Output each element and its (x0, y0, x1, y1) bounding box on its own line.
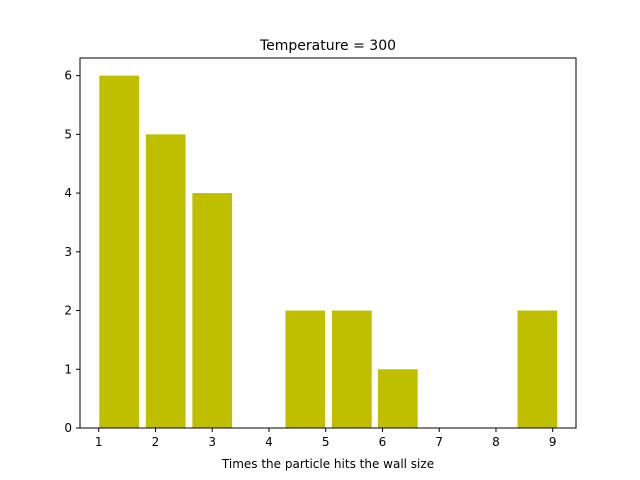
y-tick-label-2: 2 (64, 304, 72, 318)
x-tick-label-2: 2 (152, 435, 160, 449)
y-tick-label-6: 6 (64, 69, 72, 83)
bars (99, 75, 558, 428)
bar-4 (285, 310, 326, 428)
bar-5 (331, 310, 372, 428)
x-tick-label-7: 7 (435, 435, 443, 449)
chart-title: Temperature = 300 (259, 38, 396, 54)
x-tick-label-4: 4 (265, 435, 273, 449)
y-tick-label-3: 3 (64, 245, 72, 259)
bar-1 (99, 75, 140, 428)
x-tick-label-5: 5 (322, 435, 330, 449)
bar-3 (192, 193, 233, 428)
x-tick-label-3: 3 (208, 435, 216, 449)
y-tick-label-5: 5 (64, 127, 72, 141)
y-tick-label-1: 1 (64, 362, 72, 376)
x-tick-label-9: 9 (549, 435, 557, 449)
x-tick-label-1: 1 (95, 435, 103, 449)
plot-area-frame (79, 57, 577, 429)
x-tick-label-6: 6 (379, 435, 387, 449)
bar-2 (145, 134, 186, 428)
y-tick-label-0: 0 (64, 421, 72, 435)
y-axis-ticks: 0 1 2 3 4 5 6 (64, 69, 80, 435)
x-axis-ticks: 1 2 3 4 5 6 7 8 9 (95, 428, 557, 449)
x-axis-label: Times the particle hits the wall size (221, 457, 434, 471)
bar-7 (517, 310, 558, 428)
x-tick-label-8: 8 (492, 435, 500, 449)
bar-6 (377, 369, 418, 428)
y-tick-label-4: 4 (64, 186, 72, 200)
